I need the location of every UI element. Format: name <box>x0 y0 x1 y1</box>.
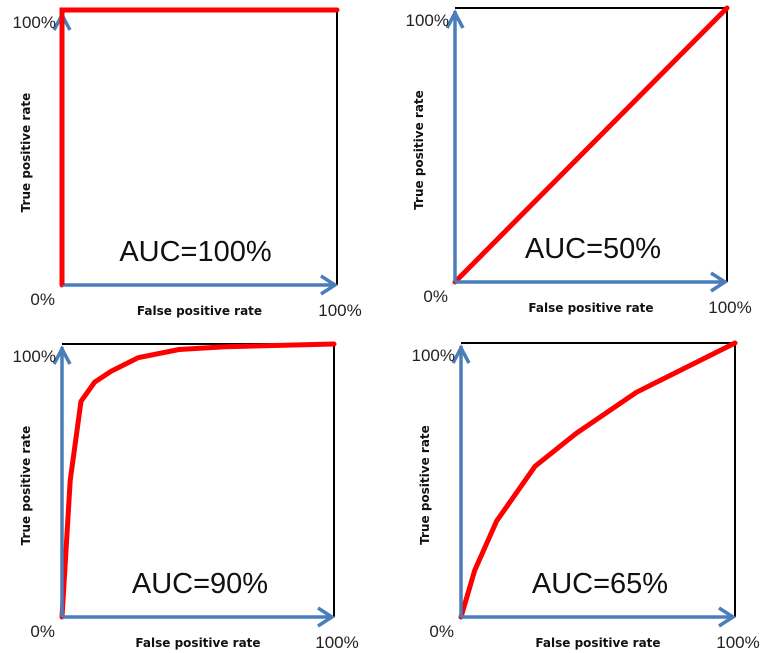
auc-annotation: AUC=90% <box>132 568 268 600</box>
roc-panel-1: 0% 100% 100% False positive rate True positi… <box>13 7 362 320</box>
x-tick-label-max: 100% <box>708 298 751 317</box>
x-axis-label: False positive rate <box>137 304 262 318</box>
y-tick-label-max: 100% <box>412 346 455 365</box>
x-tick-label-min: 0% <box>423 287 448 306</box>
y-axis-label: True positive rate <box>19 93 33 213</box>
x-tick-label-max: 100% <box>315 633 358 652</box>
auc-annotation: AUC=50% <box>525 233 661 265</box>
y-tick-label-max: 100% <box>13 347 56 366</box>
y-axis-arrow-icon <box>451 344 471 364</box>
auc-annotation: AUC=65% <box>532 568 668 600</box>
x-axis-arrow-icon <box>718 606 737 628</box>
auc-annotation: AUC=100% <box>119 236 271 268</box>
x-axis-label: False positive rate <box>528 301 653 315</box>
y-axis-arrow-icon <box>52 345 72 365</box>
x-tick-label-min: 0% <box>30 622 55 641</box>
x-tick-label-min: 0% <box>30 290 55 309</box>
roc-curve <box>452 5 730 285</box>
x-axis-arrow-icon <box>710 271 729 293</box>
y-axis-arrow-icon <box>445 9 465 29</box>
x-axis-label: False positive rate <box>135 636 260 650</box>
x-axis-label: False positive rate <box>535 636 660 650</box>
y-tick-label-max: 100% <box>13 13 56 32</box>
roc-curve <box>59 341 337 620</box>
roc-curve <box>458 340 738 620</box>
y-tick-label-max: 100% <box>406 11 449 30</box>
x-axis-arrow-icon <box>320 274 339 296</box>
roc-panel-3: 0% 100% 100% False positive rate True positi… <box>13 341 359 652</box>
x-axis-arrow-icon <box>317 606 336 628</box>
y-axis-label: True positive rate <box>412 90 426 210</box>
roc-panel-4: 0% 100% 100% False positive rate True positi… <box>412 340 760 652</box>
roc-curve-overlay <box>59 7 337 285</box>
y-axis-label: True positive rate <box>418 425 432 545</box>
x-tick-label-max: 100% <box>318 301 361 320</box>
y-axis-label: True positive rate <box>19 426 33 546</box>
roc-panel-2: 0% 100% 100% False positive rate True positi… <box>406 5 752 317</box>
x-tick-label-min: 0% <box>429 622 454 641</box>
x-tick-label-max: 100% <box>716 633 759 652</box>
